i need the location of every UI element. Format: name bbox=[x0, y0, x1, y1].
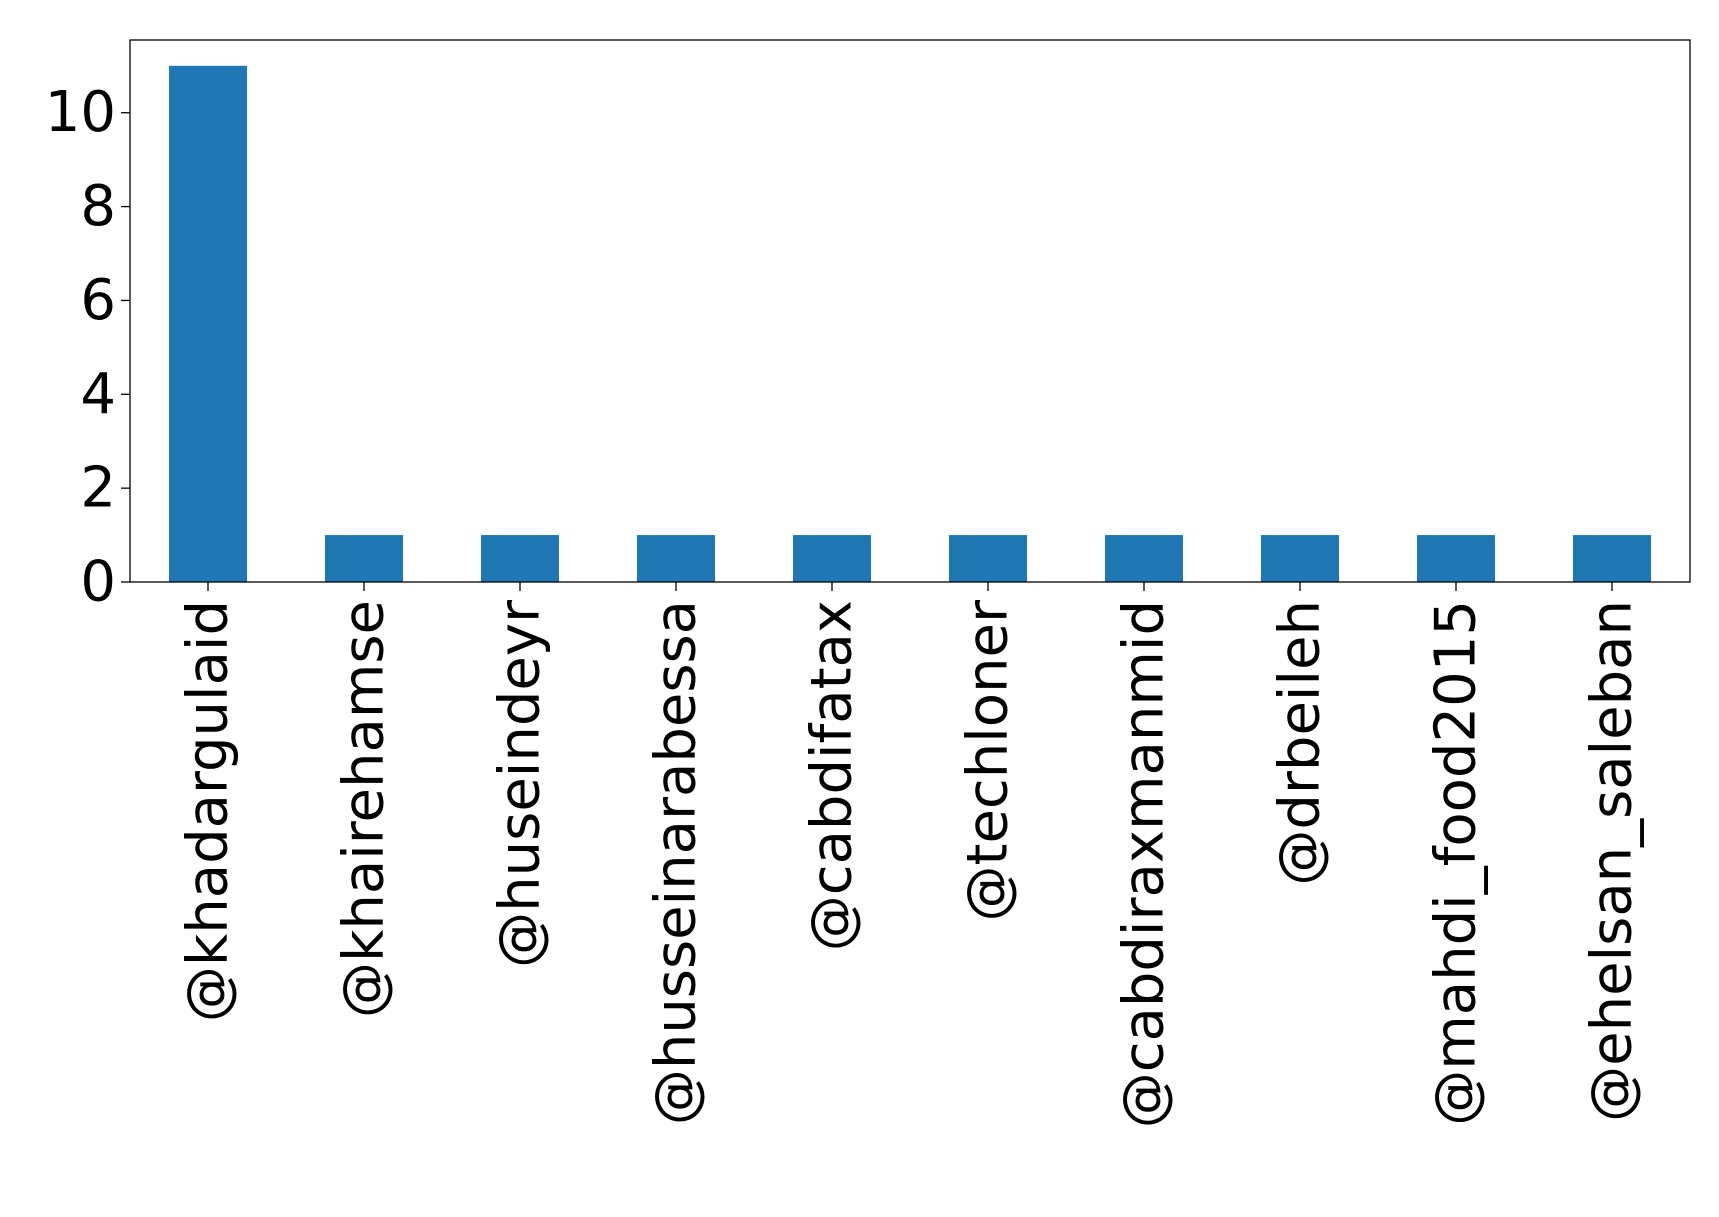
x-tick-label: @husseinarabessa bbox=[644, 600, 709, 1125]
y-tick-label: 4 bbox=[80, 362, 116, 427]
bar bbox=[1573, 535, 1651, 582]
y-tick-label: 2 bbox=[80, 456, 116, 521]
bar bbox=[325, 535, 403, 582]
bar bbox=[637, 535, 715, 582]
x-tick-label: @cabdifatax bbox=[800, 600, 865, 951]
y-tick-label: 8 bbox=[80, 174, 116, 239]
y-tick-label: 0 bbox=[80, 550, 116, 615]
y-tick-label: 10 bbox=[45, 80, 116, 145]
bar bbox=[1261, 535, 1339, 582]
bar bbox=[169, 65, 247, 583]
x-tick-label: @khadargulaid bbox=[176, 600, 241, 1022]
x-tick-label: @drbeileh bbox=[1268, 600, 1333, 886]
x-tick-label: @ehelsan_saleban bbox=[1580, 600, 1645, 1122]
bar bbox=[949, 535, 1027, 582]
bar bbox=[793, 535, 871, 582]
x-tick-label: @khairehamse bbox=[332, 600, 397, 1018]
x-tick-label: @huseindeyr bbox=[488, 599, 553, 968]
bar bbox=[481, 535, 559, 582]
bars-group bbox=[169, 65, 1651, 583]
x-tick-label: @cabdiraxmanmid bbox=[1112, 600, 1177, 1128]
x-tick-label: @mahdi_food2015 bbox=[1424, 600, 1489, 1126]
x-tick-label: @techloner bbox=[956, 599, 1021, 921]
y-axis: 0 2 4 6 8 10 bbox=[45, 80, 130, 615]
x-axis: @khadargulaid @khairehamse @huseindeyr @hus… bbox=[176, 582, 1645, 1128]
bar bbox=[1105, 535, 1183, 582]
y-tick-label: 6 bbox=[80, 268, 116, 333]
bar bbox=[1417, 535, 1495, 582]
plot-frame bbox=[129, 39, 1691, 583]
